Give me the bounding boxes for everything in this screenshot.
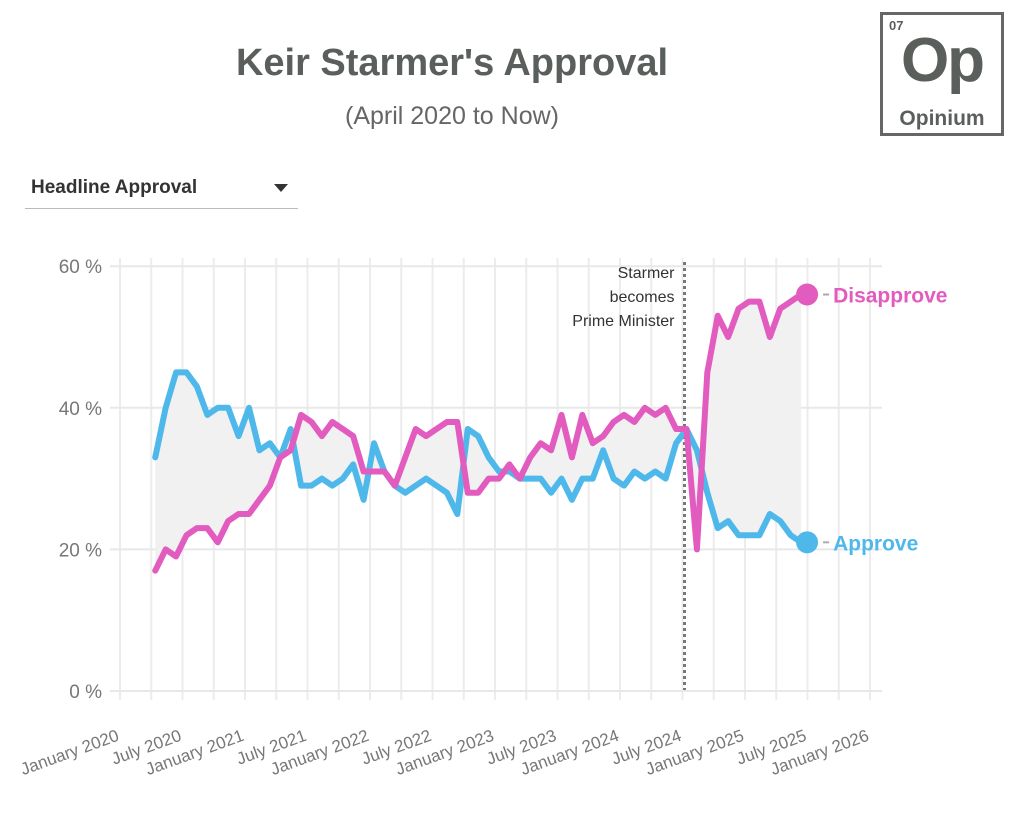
disapprove-line (152, 291, 805, 574)
annotation-text: becomes (610, 289, 675, 306)
logo-number: 07 (889, 18, 904, 33)
chevron-down-icon (274, 184, 288, 192)
chart-title: Keir Starmer's Approval (235, 42, 669, 84)
y-tick-label: 20 % (59, 540, 102, 561)
opinium-logo: 07 Op Opinium (880, 12, 1004, 136)
annotation-text: Prime Minister (572, 313, 675, 330)
y-tick-label: 60 % (59, 257, 102, 278)
annotation-text: Starmer (618, 265, 676, 282)
y-tick-label: 0 % (69, 682, 102, 703)
disapprove-end-point (796, 283, 819, 306)
dropdown-selected: Headline Approval (31, 177, 198, 198)
chart-subtitle: (April 2020 to Now) (345, 102, 559, 130)
disapprove-label: Disapprove (833, 285, 947, 308)
metric-dropdown[interactable]: Headline Approval (25, 170, 298, 209)
logo-name: Opinium (899, 107, 985, 130)
approve-end-point (796, 531, 819, 554)
x-tick-label: January 2020 (18, 726, 121, 779)
y-tick-label: 40 % (59, 399, 102, 420)
logo-symbol: Op (900, 26, 985, 95)
approve-label: Approve (833, 532, 918, 555)
approve-line (152, 369, 805, 546)
